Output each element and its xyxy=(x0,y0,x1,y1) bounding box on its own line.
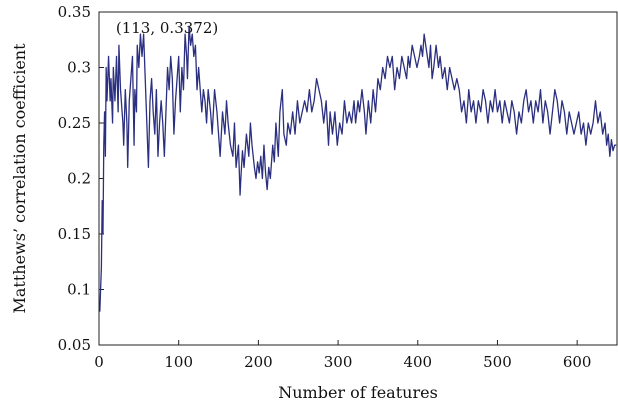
y-tick-label: 0.35 xyxy=(58,3,91,21)
y-tick-label: 0.05 xyxy=(58,336,91,354)
y-axis-ticks: 0.05 0.1 0.15 0.2 0.25 0.3 0.35 xyxy=(58,3,104,354)
y-tick-label: 0.25 xyxy=(58,114,91,132)
plot-frame xyxy=(98,11,618,346)
y-tick-label: 0.1 xyxy=(67,281,91,299)
y-tick-label: 0.15 xyxy=(58,225,91,243)
y-tick-label: 0.3 xyxy=(67,59,91,77)
y-tick-label: 0.2 xyxy=(67,170,91,188)
max-point-annotation: (113, 0.3372) xyxy=(116,19,218,37)
y-axis-title: Matthews’ correlation coefficient xyxy=(10,43,29,314)
plot-area xyxy=(99,25,617,312)
x-tick-label: 600 xyxy=(563,353,592,371)
series-line xyxy=(99,25,617,312)
x-tick-label: 0 xyxy=(94,353,104,371)
x-tick-label: 100 xyxy=(164,353,193,371)
x-tick-label: 400 xyxy=(403,353,432,371)
x-axis-ticks: 0 100 200 300 400 500 600 xyxy=(94,340,591,371)
x-tick-label: 200 xyxy=(244,353,273,371)
x-tick-label: 300 xyxy=(324,353,353,371)
x-axis-title: Number of features xyxy=(278,383,438,402)
x-tick-label: 500 xyxy=(483,353,512,371)
